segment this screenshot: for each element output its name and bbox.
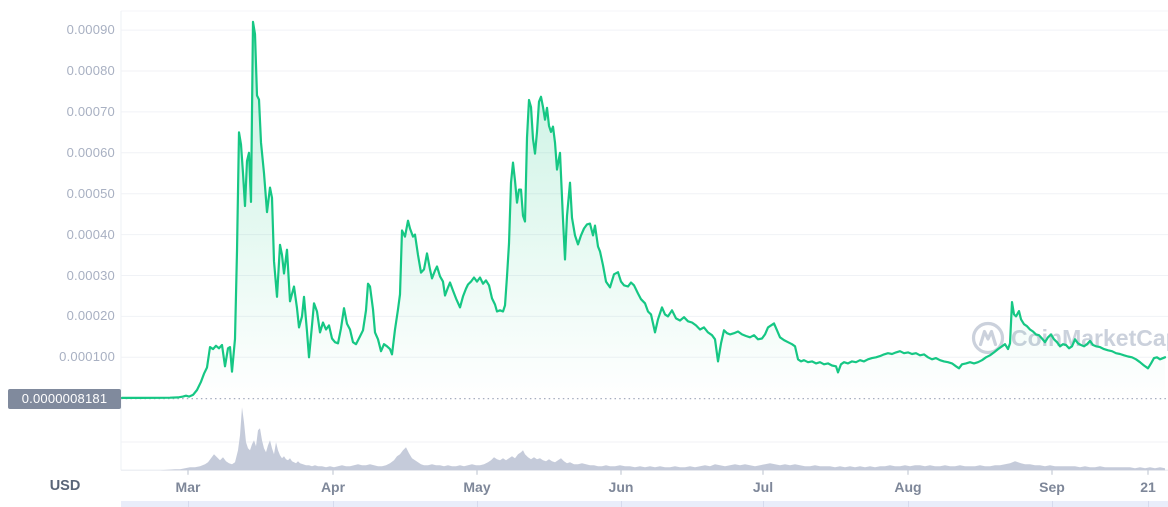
range-scrollbar-separator [908,501,909,507]
y-axis-label: 0.000100 [59,349,115,365]
x-axis-label: 21 [1140,479,1156,495]
currency-unit-label: USD [49,478,81,494]
range-scrollbar-separator [763,501,764,507]
y-axis-label: 0.00090 [66,22,115,38]
y-axis-label: 0.00080 [66,63,115,78]
range-scrollbar-separator [477,501,478,507]
reference-price-badge: 0.0000008181 [8,389,121,409]
range-scrollbar-separator [333,501,334,507]
series [120,20,1167,471]
price-line [120,20,1167,399]
range-scrollbar-separator [188,501,189,507]
volume-area [122,407,1165,471]
x-axis-label: May [463,479,491,495]
y-axis-label: 0.00060 [66,144,115,160]
x-axis-label: Jun [608,479,634,495]
coinmarketcap-logo-icon [971,321,1005,355]
range-scrollbar-separator [1148,501,1149,507]
y-axis-label: 0.00040 [66,226,115,242]
x-axis-ticks [187,470,1149,475]
y-axis-label: 0.00070 [66,103,115,119]
x-axis-label: Apr [320,479,346,495]
x-axis-label: Aug [894,479,922,495]
y-axis-label: 0.00020 [66,308,115,324]
y-axis-label: 0.00050 [66,185,115,201]
range-scrollbar-separator [1052,501,1053,507]
chart-hover-area[interactable] [121,11,1168,470]
x-axis-label: Sep [1039,479,1065,495]
range-scrollbar[interactable] [121,501,1168,507]
y-axis-label: 0.00030 [66,267,115,283]
x-axis-label: Mar [175,479,201,495]
x-axis-label: Jul [752,479,774,495]
range-scrollbar-separator [621,501,622,507]
